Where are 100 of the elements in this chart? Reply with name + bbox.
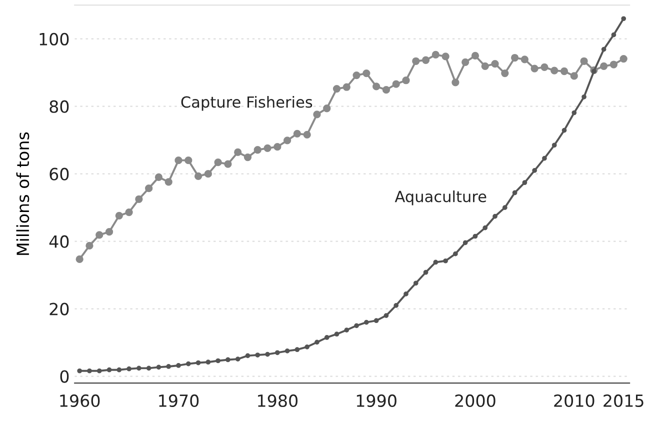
y-tick-label: 20 [50, 302, 69, 316]
point [412, 57, 420, 65]
point [392, 80, 400, 88]
point [462, 58, 470, 66]
point [502, 205, 508, 210]
point [264, 144, 272, 152]
point [384, 313, 389, 318]
point [432, 50, 440, 59]
point [442, 52, 450, 60]
point [254, 146, 262, 154]
point [224, 160, 232, 168]
point [471, 52, 480, 60]
point [621, 16, 626, 22]
point [304, 344, 310, 350]
point [354, 323, 359, 328]
point [582, 94, 586, 100]
point [265, 352, 270, 357]
x-tick-label: 1980 [258, 394, 298, 408]
point [372, 82, 380, 90]
point [550, 66, 558, 74]
y-tick-label: 60 [50, 168, 69, 180]
point [136, 366, 142, 371]
point [274, 143, 282, 151]
point [77, 368, 82, 374]
point [501, 69, 509, 78]
y-tick-label: 100 [40, 32, 69, 46]
point [610, 60, 618, 68]
point [156, 364, 162, 370]
point [443, 258, 448, 264]
series-label: Capture Fisheries [181, 96, 312, 111]
point [453, 251, 458, 256]
point [560, 67, 568, 76]
point [520, 56, 529, 64]
point [601, 46, 606, 52]
point [314, 340, 320, 345]
x-tick-label: 1970 [159, 394, 199, 408]
point [413, 280, 418, 286]
point [154, 173, 163, 182]
point [394, 302, 399, 308]
point [352, 71, 360, 80]
point [332, 84, 341, 93]
point [76, 255, 84, 264]
point [611, 32, 616, 38]
point [125, 208, 133, 216]
point [164, 178, 172, 186]
point [235, 356, 240, 362]
point [334, 332, 340, 337]
y-tick-label: 0 [60, 370, 69, 383]
point [166, 364, 172, 369]
point [216, 358, 220, 364]
x-tick-label: 2015 [604, 394, 644, 408]
point [274, 350, 280, 356]
point [600, 62, 608, 70]
point [433, 260, 438, 265]
point [96, 231, 104, 239]
point [522, 180, 528, 186]
point [342, 83, 350, 91]
series-label: Aquaculture [394, 190, 486, 206]
point [135, 195, 143, 203]
point [174, 156, 182, 164]
point [620, 54, 628, 63]
point [244, 153, 252, 162]
point [255, 352, 260, 358]
point [196, 360, 201, 366]
x-tick-label: 1990 [356, 394, 396, 408]
point [313, 110, 321, 118]
point [234, 148, 242, 156]
point [472, 234, 478, 239]
point [105, 228, 114, 236]
point [510, 54, 519, 62]
point [283, 136, 292, 144]
y-axis-title: Millions of tons [16, 132, 30, 255]
point [146, 366, 152, 371]
point [86, 242, 94, 250]
y-tick-label: 80 [50, 100, 69, 113]
point [422, 56, 430, 64]
point [116, 367, 122, 372]
point [364, 320, 369, 325]
point [303, 130, 311, 139]
point [87, 368, 92, 374]
point [294, 347, 300, 352]
point [402, 76, 410, 84]
point [176, 363, 181, 368]
point [374, 318, 379, 324]
point [580, 57, 588, 65]
point [423, 270, 428, 275]
point [324, 335, 330, 340]
x-tick-label: 2010 [554, 394, 594, 408]
point [204, 170, 212, 178]
point [362, 69, 370, 78]
point [145, 184, 153, 192]
point [284, 348, 290, 354]
point [512, 190, 518, 196]
point [206, 360, 211, 365]
point [214, 158, 222, 166]
x-tick-label: 2000 [455, 394, 496, 408]
point [572, 110, 577, 116]
point [452, 78, 460, 86]
point [462, 240, 468, 246]
point [186, 361, 191, 366]
